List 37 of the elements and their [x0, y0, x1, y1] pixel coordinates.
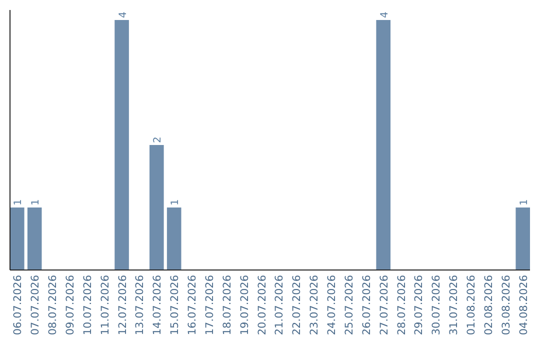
data-label: 1 — [13, 199, 24, 206]
x-tick-label: 11.07.2026 — [99, 274, 112, 336]
x-tick-label: 09.07.2026 — [64, 274, 76, 336]
x-tick-label: 16.07.2026 — [186, 274, 199, 336]
x-tick-label: 14.07.2026 — [152, 274, 164, 336]
x-tick-label: 18.07.2026 — [221, 274, 234, 336]
x-tick-label: 10.07.2026 — [82, 274, 94, 336]
x-tick-label: 02.08.2026 — [482, 274, 495, 336]
x-tick-label: 01.08.2026 — [466, 274, 478, 336]
data-label: 4 — [379, 12, 390, 18]
x-tick-label: 13.07.2026 — [134, 274, 146, 336]
data-label: 1 — [518, 199, 530, 206]
x-tick-label: 06.07.2026 — [12, 274, 24, 336]
data-label: 1 — [170, 199, 182, 206]
x-tick-label: 20.07.2026 — [256, 274, 268, 336]
x-tick-label: 04.08.2026 — [518, 274, 530, 336]
data-label: 2 — [152, 136, 164, 143]
x-tick-label: 08.07.2026 — [47, 274, 60, 336]
x-tick-label: 24.07.2026 — [326, 274, 338, 336]
x-tick-label: 23.07.2026 — [308, 274, 321, 336]
x-tick-label: 29.07.2026 — [413, 274, 426, 336]
x-tick-label: 26.07.2026 — [360, 274, 373, 336]
x-tick-label: 07.07.2026 — [30, 274, 42, 336]
data-label: 1 — [30, 199, 42, 206]
x-tick-label: 12.07.2026 — [116, 274, 129, 336]
x-tick-label: 22.07.2026 — [291, 274, 304, 336]
x-tick-label: 19.07.2026 — [238, 274, 251, 336]
x-tick-label: 27.07.2026 — [378, 274, 390, 336]
x-tick-label: 15.07.2026 — [169, 274, 182, 336]
x-tick-label: 28.07.2026 — [396, 274, 408, 336]
x-tick-label: 25.07.2026 — [343, 274, 356, 336]
x-tick-label: 17.07.2026 — [204, 274, 216, 336]
x-tick-label: 03.08.2026 — [500, 274, 512, 336]
x-tick-label: 31.07.2026 — [448, 274, 460, 336]
x-tick-label: 30.07.2026 — [430, 274, 443, 336]
data-label: 4 — [118, 12, 129, 18]
x-tick-label: 21.07.2026 — [274, 274, 286, 336]
